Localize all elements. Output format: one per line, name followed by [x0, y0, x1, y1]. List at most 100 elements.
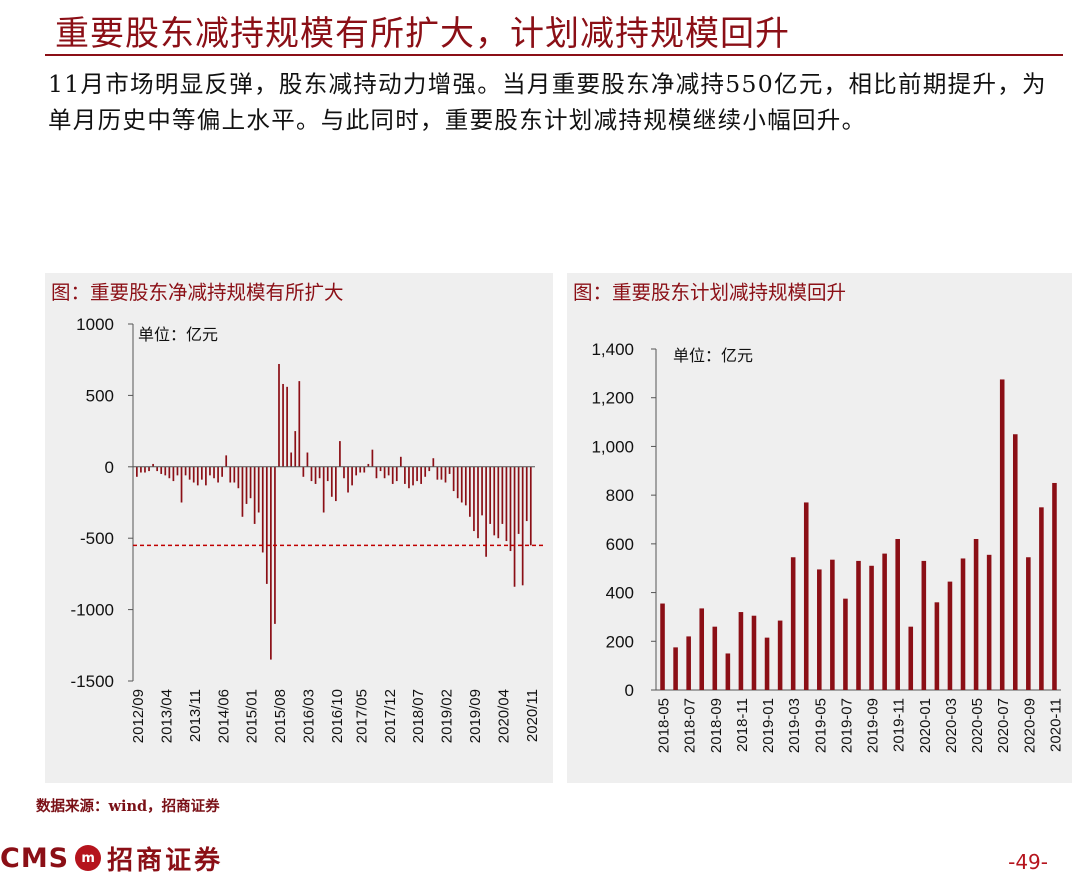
y-tick-label: 1,400 [591, 340, 634, 359]
bar [699, 608, 705, 690]
bar [412, 466, 414, 486]
bar [180, 466, 183, 503]
bar [477, 466, 479, 539]
bar [205, 466, 207, 486]
bar [843, 598, 848, 690]
bar [428, 466, 431, 472]
bar [803, 502, 809, 690]
bar [777, 620, 783, 690]
bar [225, 455, 228, 467]
bar [172, 466, 175, 482]
y-tick-label: 1,000 [591, 437, 634, 456]
bar [521, 466, 524, 586]
bar [330, 466, 333, 497]
x-tick-label: 2017/12 [382, 689, 399, 743]
bar [493, 466, 496, 536]
x-tick-label: 2015/08 [272, 689, 289, 743]
bar [673, 647, 678, 690]
bar [686, 636, 691, 690]
bar [322, 466, 325, 513]
x-tick-label: 2018-11 [734, 698, 751, 752]
logo-text: CMS [0, 842, 70, 874]
bar [986, 554, 992, 690]
bar [359, 466, 362, 473]
bar [934, 602, 940, 690]
bar [444, 466, 447, 483]
bar [253, 466, 256, 524]
bar [1052, 482, 1057, 690]
x-tick-label: 2017/05 [353, 689, 370, 743]
bar [473, 466, 475, 532]
bar [513, 466, 516, 587]
x-tick-label: 2015/01 [244, 689, 261, 743]
bar [485, 466, 487, 557]
bar [314, 466, 317, 484]
x-tick-label: 2018-09 [708, 698, 725, 753]
bar [399, 456, 402, 467]
bar [318, 466, 321, 479]
bar [738, 612, 744, 690]
bar [347, 466, 349, 493]
bar [335, 466, 337, 502]
bar [497, 466, 500, 539]
bar [217, 466, 219, 483]
bar [168, 466, 171, 479]
bar [408, 466, 410, 489]
bar [286, 386, 288, 467]
bar [221, 466, 223, 477]
bar [371, 449, 374, 467]
chart-panel-net-reduction: 图：重要股东净减持规模有所扩大 1000 500 0 -500 -1000 -1500 单位… [45, 273, 553, 783]
bar [209, 466, 211, 476]
bar [960, 558, 966, 690]
bar [660, 603, 665, 690]
x-tick-label: 2012/09 [130, 689, 147, 743]
bar [298, 381, 301, 467]
x-tick-label: 2016/10 [329, 689, 346, 743]
bar [302, 466, 305, 477]
bar [529, 466, 532, 546]
bar [921, 560, 927, 690]
bar [249, 466, 252, 499]
x-tick-label: 2019-03 [786, 698, 803, 753]
bar [416, 466, 418, 482]
bar [505, 466, 508, 542]
x-tick-label: 2020-11 [1047, 698, 1064, 752]
x-tick-label: 2020/04 [496, 689, 513, 743]
bar [188, 466, 191, 480]
bar [424, 466, 427, 477]
bar [501, 466, 504, 524]
bar [489, 466, 492, 524]
y-tick-label: -1000 [71, 601, 114, 620]
brand-logo: CMS m 招商证券 [0, 838, 223, 878]
bar [282, 383, 284, 467]
bar [387, 466, 390, 476]
bar [517, 466, 520, 534]
net-reduction-chart: 1000 500 0 -500 -1000 -1500 单位：亿元 2012/09 2013/0… [71, 315, 543, 743]
summary-paragraph: 11月市场明显反弹，股东减持动力增强。当月重要股东净减持550亿元，相比前期提升… [48, 70, 1047, 134]
bar [460, 466, 463, 503]
bar [229, 466, 232, 483]
x-tick-label: 2020/11 [524, 689, 541, 742]
bar [310, 466, 313, 482]
bar [452, 466, 455, 492]
bar [245, 466, 248, 504]
bar [278, 363, 280, 467]
bar [261, 466, 264, 553]
x-tick-label: 2016/03 [301, 689, 318, 743]
bar [241, 466, 244, 517]
chart-title: 图：重要股东计划减持规模回升 [573, 281, 847, 304]
bar [379, 466, 382, 472]
bar [725, 653, 731, 690]
bar [294, 431, 297, 467]
bar [383, 466, 386, 479]
y-tick-label: -1500 [71, 672, 114, 691]
bar [999, 379, 1005, 690]
y-tick-label: 1,200 [591, 389, 634, 408]
data-source: 数据来源：wind，招商证券 [36, 798, 220, 815]
x-tick-label: 2019-05 [812, 698, 829, 753]
x-tick-label: 2020-03 [943, 698, 960, 753]
logo-emblem-icon: m [75, 845, 102, 871]
bar [448, 466, 451, 474]
bar [164, 466, 167, 476]
planned-reduction-chart: 0 200 400 600 800 1,000 1,200 1,400 单位：亿元 2018-05… [591, 340, 1064, 753]
